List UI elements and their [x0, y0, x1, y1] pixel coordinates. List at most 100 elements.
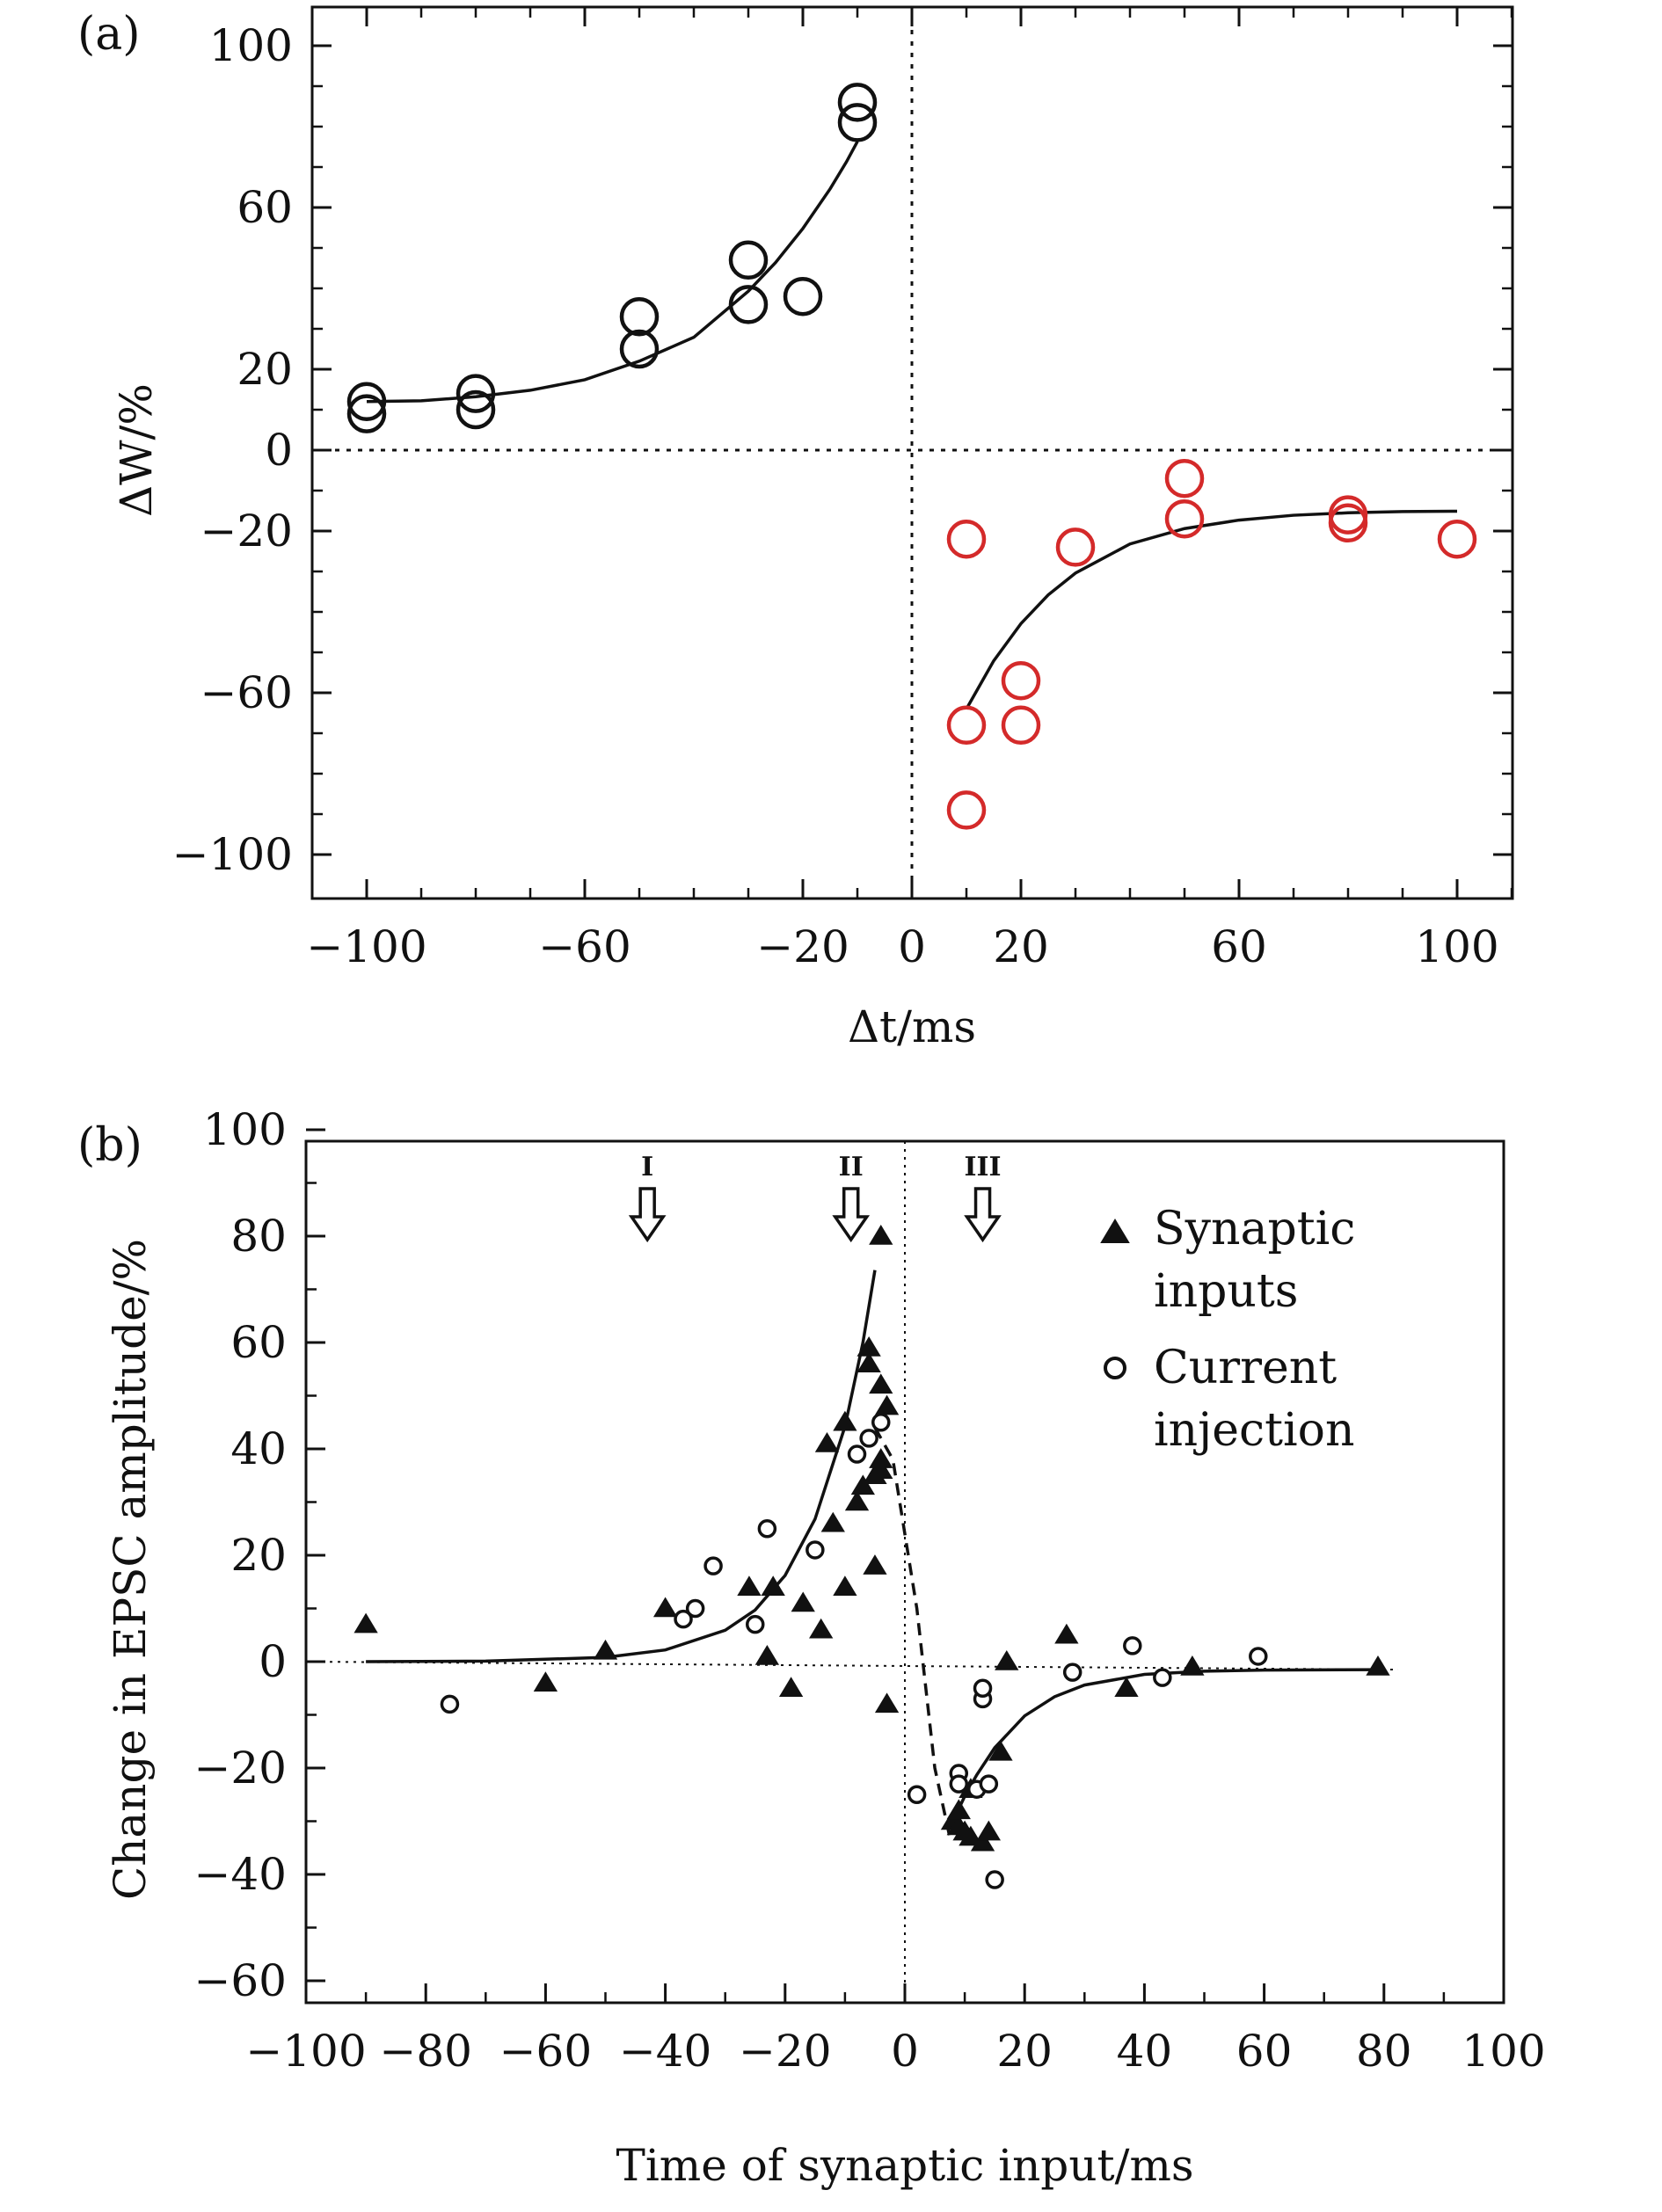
data-point-synaptic [1180, 1655, 1205, 1676]
data-point-synaptic [874, 1394, 900, 1415]
data-point-current [757, 1519, 777, 1539]
fit-ltd-curve [965, 509, 1458, 710]
data-point-current [1062, 1663, 1082, 1682]
data-point-current [440, 1694, 460, 1714]
data-point-synaptic [814, 1431, 840, 1452]
y-tick-label: 80 [230, 1211, 287, 1262]
data-point-synaptic [833, 1575, 857, 1597]
data-point-potentiation [783, 276, 823, 317]
panel-a: 100 60 20 0 −20 −60 −100 −100 −60 −20 0 20 60 100 (a) Δ… [77, 5, 1514, 1052]
x-tick-label: −40 [619, 2026, 712, 2077]
data-point-synaptic [754, 1644, 780, 1665]
data-point-synaptic [354, 1612, 378, 1634]
x-tick-label: 100 [1415, 921, 1498, 972]
x-tick-label: 60 [1236, 2026, 1293, 2077]
data-point-current [871, 1413, 891, 1432]
annotation-arrow [832, 1187, 871, 1243]
data-point-synaptic [863, 1554, 887, 1575]
data-point-depression [946, 519, 987, 559]
x-tick-label: 60 [1211, 921, 1267, 972]
data-point-depression [1164, 458, 1205, 498]
x-tick-label: 20 [993, 921, 1049, 972]
y-tick-label: 20 [230, 1530, 287, 1581]
data-point-synaptic [791, 1591, 815, 1612]
data-point-current [985, 1870, 1004, 1889]
x-tick-label: 100 [1462, 2026, 1545, 2077]
annotation-label: I [641, 1152, 653, 1182]
data-point-synaptic [1366, 1655, 1390, 1676]
data-point-potentiation [619, 296, 660, 337]
data-point-synaptic [857, 1336, 881, 1357]
y-tick-label: −60 [200, 667, 293, 718]
data-point-synaptic [844, 1490, 870, 1511]
data-point-synaptic [995, 1650, 1019, 1670]
y-tick-label: 100 [203, 1104, 287, 1155]
data-point-synaptic [1114, 1677, 1139, 1697]
data-point-synaptic [1054, 1623, 1079, 1644]
data-point-current [685, 1598, 705, 1619]
data-point-synaptic [833, 1410, 857, 1431]
legend-marker-current [1104, 1357, 1126, 1379]
y-axis-title: Change in EPSC amplitude/% [105, 1239, 156, 1900]
y-tick-label: 60 [237, 182, 293, 233]
annotation-arrow [964, 1187, 1002, 1243]
x-tick-label: 0 [891, 2026, 919, 2077]
data-point-current [949, 1774, 969, 1794]
data-point-current [805, 1540, 825, 1560]
fit-ltd-curve [951, 1668, 1384, 1823]
data-point-potentiation [456, 374, 496, 413]
fit-ltp-curve [366, 141, 859, 404]
data-point-current [1249, 1647, 1268, 1666]
data-point-synaptic [869, 1448, 893, 1468]
zero-line-horizontal [305, 1661, 1399, 1671]
x-axis-title: Δt/ms [848, 1001, 976, 1052]
data-point-synaptic [761, 1575, 785, 1597]
data-point-synaptic [850, 1474, 875, 1495]
data-point-synaptic [593, 1639, 618, 1660]
x-axis-title: Time of synaptic input/ms [616, 2140, 1193, 2191]
data-point-synaptic [778, 1677, 804, 1697]
y-tick-label: −40 [193, 1849, 287, 1900]
annotation-arrow [628, 1187, 667, 1243]
data-point-synaptic [857, 1352, 881, 1372]
data-point-synaptic [533, 1671, 558, 1692]
legend-marker-synaptic [1100, 1219, 1130, 1243]
data-point-synaptic [970, 1830, 995, 1852]
annotation-label: III [964, 1152, 1001, 1182]
data-point-synaptic [959, 1825, 983, 1846]
data-point-current [907, 1785, 927, 1804]
data-point-depression [946, 705, 987, 746]
data-point-potentiation [728, 240, 769, 280]
data-point-depression [1001, 660, 1041, 701]
x-tick-label: −60 [499, 2026, 593, 2077]
data-point-current [979, 1774, 999, 1794]
data-point-potentiation [346, 382, 387, 422]
legend-label-current: Current [1154, 1342, 1337, 1394]
x-tick-label: −100 [245, 2026, 366, 2077]
data-point-synaptic [869, 1225, 893, 1245]
data-point-current [746, 1614, 765, 1634]
legend-label-synaptic-2: inputs [1154, 1265, 1298, 1318]
data-point-synaptic [988, 1740, 1013, 1761]
y-tick-label: 20 [237, 344, 293, 395]
data-point-synaptic [737, 1575, 762, 1597]
y-tick-label: 40 [230, 1423, 287, 1474]
x-tick-label: −60 [538, 921, 631, 972]
data-point-potentiation [456, 389, 496, 430]
data-point-synaptic [869, 1459, 893, 1479]
data-point-depression [1055, 528, 1096, 567]
data-point-current [847, 1444, 867, 1464]
x-tick-label: 40 [1117, 2026, 1173, 2077]
data-point-depression [1328, 503, 1368, 543]
data-point-synaptic [946, 1799, 971, 1820]
data-point-synaptic [809, 1618, 834, 1639]
panel-label: (b) [77, 1119, 142, 1172]
y-tick-label: 60 [230, 1317, 287, 1368]
x-tick-label: −20 [756, 921, 849, 972]
data-point-depression [1164, 498, 1205, 539]
data-point-potentiation [728, 285, 769, 324]
x-tick-label: −100 [306, 921, 426, 972]
data-point-depression [1437, 519, 1477, 559]
fit-transition-curve [873, 1426, 951, 1838]
